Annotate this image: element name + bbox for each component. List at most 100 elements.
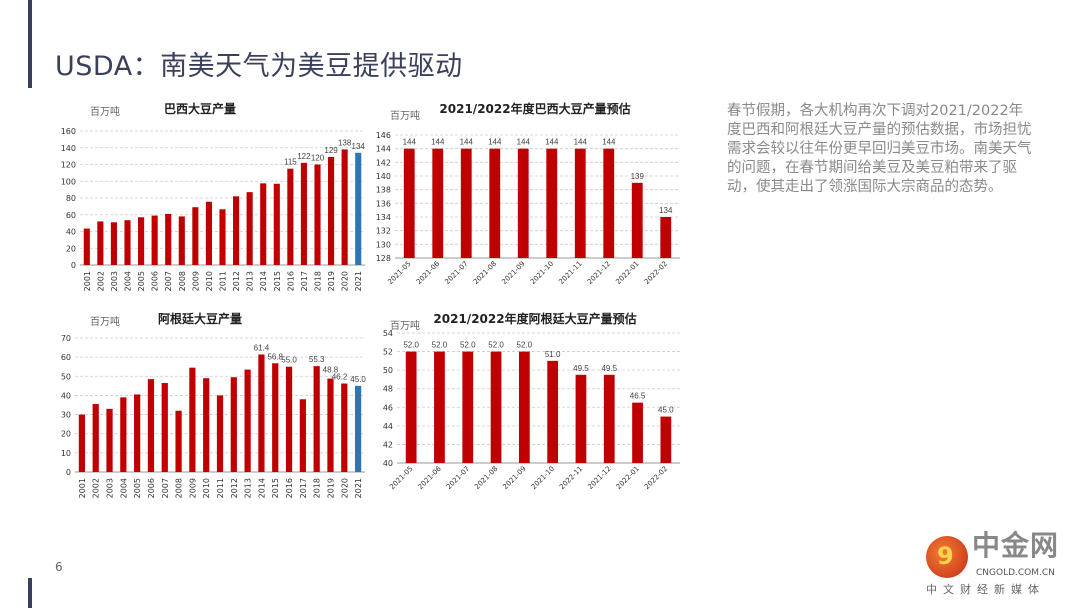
unit-label: 百万吨 (390, 319, 420, 332)
bar (341, 383, 348, 472)
y-tick-label: 120 (61, 161, 76, 170)
y-tick-label: 100 (61, 177, 76, 186)
bar (92, 404, 99, 472)
x-tick-label: 2021 (354, 478, 363, 498)
bar (219, 209, 226, 265)
y-tick-label: 70 (61, 334, 71, 343)
cngold-logo: 9 中金网 CNGOLD.COM.CN 中文财经新媒体 (918, 530, 1078, 605)
data-label: 46.2 (332, 373, 348, 382)
bar (230, 377, 237, 472)
y-tick-label: 140 (376, 172, 391, 181)
bar (97, 221, 104, 265)
data-label: 134 (659, 206, 673, 215)
x-tick-label: 2010 (205, 271, 214, 291)
chart-title: 巴西大豆产量 (164, 101, 236, 116)
y-tick-label: 138 (376, 186, 391, 195)
bar (106, 408, 113, 472)
bar (83, 228, 90, 265)
y-tick-label: 140 (61, 144, 76, 153)
x-tick-label: 2006 (151, 271, 160, 291)
bar (660, 217, 672, 258)
y-tick-label: 48 (383, 385, 393, 394)
bar (120, 397, 127, 472)
chart-title: 2021/2022年度巴西大豆产量预估 (439, 101, 630, 116)
data-label: 144 (517, 138, 531, 147)
y-tick-label: 146 (376, 131, 391, 140)
x-tick-label: 2004 (124, 271, 133, 291)
bar (547, 360, 559, 463)
data-label: 49.5 (601, 364, 617, 373)
x-tick-label: 2021 (354, 271, 363, 291)
bar (134, 394, 141, 472)
x-tick-label: 2001 (78, 478, 87, 498)
bar (178, 216, 185, 265)
y-tick-label: 46 (383, 403, 393, 412)
x-tick-label: 2011 (216, 478, 225, 498)
data-label: 144 (403, 138, 417, 147)
y-tick-label: 128 (376, 254, 391, 263)
x-tick-label: 2021-12 (586, 260, 612, 286)
x-tick-label: 2021-11 (557, 260, 583, 286)
chart-svg: 巴西大豆产量 百万吨 0 20 40 60 80 100 120 140 160 2001 2002 20… (61, 101, 366, 291)
bar (462, 351, 474, 463)
y-tick-label: 80 (66, 194, 76, 203)
bar (603, 148, 615, 258)
bar (546, 148, 558, 258)
page-number: 6 (55, 560, 63, 574)
data-label: 46.5 (630, 392, 646, 401)
x-tick-label: 2018 (313, 478, 322, 498)
x-tick-label: 2012 (232, 271, 241, 291)
bar (287, 168, 294, 265)
bar (151, 215, 158, 265)
bar (260, 183, 267, 265)
x-tick-label: 2005 (133, 478, 142, 498)
chart-brazil-forecast: 2021/2022年度巴西大豆产量预估 百万吨 128 130 132 134 136 138… (376, 95, 690, 295)
chart-argentina-production: 阿根廷大豆产量 百万吨 0 10 20 30 40 50 60 70 2001 2002 2003 200… (60, 305, 370, 505)
x-tick-label: 2021-08 (473, 465, 499, 491)
bar (189, 367, 196, 472)
y-tick-label: 60 (61, 353, 71, 362)
data-label: 115 (284, 158, 297, 167)
bar (285, 366, 293, 472)
bar (518, 351, 530, 463)
x-tick-label: 2021-09 (501, 465, 527, 491)
x-tick-label: 2009 (191, 271, 200, 291)
slide-title: USDA：南美天气为美豆提供驱动 (55, 51, 463, 82)
chart-brazil-production: 巴西大豆产量 百万吨 0 20 40 60 80 100 120 140 160 2001 2002 20… (60, 95, 370, 295)
x-tick-label: 2012 (230, 478, 239, 498)
data-label: 45.0 (350, 375, 366, 384)
data-label: 52.0 (403, 341, 419, 350)
logo-mark-icon: 9 (926, 536, 968, 578)
x-tick-label: 2016 (285, 478, 294, 498)
data-label: 144 (431, 138, 445, 147)
chart-title: 2021/2022年度阿根廷大豆产量预估 (433, 311, 636, 326)
bar (244, 369, 251, 472)
x-tick-label: 2002 (92, 478, 101, 498)
bar (203, 378, 210, 472)
y-tick-label: 0 (71, 261, 76, 270)
bar (660, 416, 672, 463)
y-tick-label: 40 (61, 391, 71, 400)
bar (147, 379, 155, 472)
x-tick-label: 2016 (286, 271, 295, 291)
bar (258, 354, 265, 472)
x-tick-label: 2021-05 (388, 465, 414, 491)
bar (272, 363, 279, 472)
data-label: 144 (574, 138, 588, 147)
chart-argentina-forecast: 2021/2022年度阿根廷大豆产量预估 百万吨 40 42 44 46 48 50 52 54 2… (380, 305, 690, 505)
x-tick-label: 2022-02 (643, 260, 669, 286)
y-tick-label: 50 (61, 372, 71, 381)
x-tick-label: 2019 (327, 271, 336, 291)
y-tick-label: 142 (376, 158, 391, 167)
x-tick-label: 2007 (161, 478, 170, 498)
bar (314, 164, 321, 265)
bar (175, 410, 182, 472)
chart-title: 阿根廷大豆产量 (158, 311, 242, 326)
data-label: 61.4 (254, 343, 270, 352)
data-label: 56.8 (267, 352, 283, 361)
bar (233, 196, 240, 265)
x-tick-label: 2008 (175, 478, 184, 498)
x-tick-label: 2021-06 (415, 259, 442, 286)
x-tick-label: 2015 (271, 478, 280, 498)
